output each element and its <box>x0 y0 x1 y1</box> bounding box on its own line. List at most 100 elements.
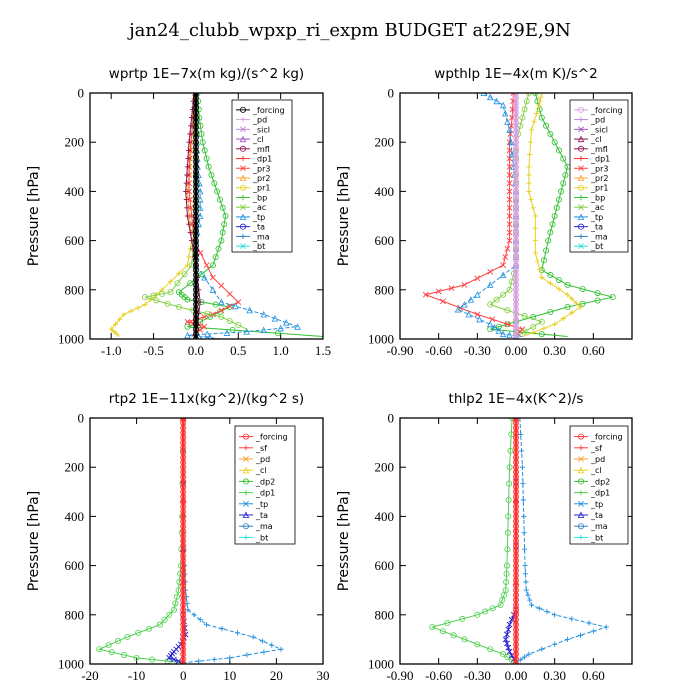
data-point <box>504 307 511 314</box>
legend-label: _ta <box>252 223 265 232</box>
data-point <box>184 331 191 339</box>
legend-label: _mfl <box>590 145 608 154</box>
data-point <box>534 110 540 117</box>
legend-marker <box>239 135 247 143</box>
x-tick-label: -0.30 <box>464 668 491 683</box>
data-point <box>124 633 131 640</box>
data-point <box>201 147 208 154</box>
legend-label: _tp <box>590 213 603 222</box>
y-tick-label: 200 <box>375 135 395 150</box>
data-point <box>536 102 542 108</box>
data-point <box>226 317 233 324</box>
data-point <box>526 651 532 657</box>
data-point <box>491 324 498 331</box>
panel-title: rtp2 1E−11x(kg^2)/(kg^2 s) <box>109 391 304 407</box>
legend-marker <box>577 466 585 474</box>
data-point <box>504 640 510 647</box>
data-point <box>199 139 206 146</box>
data-point <box>523 587 529 593</box>
legend-marker <box>577 135 585 143</box>
data-point <box>167 289 174 296</box>
legend-label: _pr1 <box>590 184 608 193</box>
data-point <box>547 229 554 236</box>
x-tick-label: 0.00 <box>505 668 528 683</box>
data-point <box>196 658 202 664</box>
data-point <box>499 101 507 109</box>
data-point <box>603 624 609 630</box>
legend-marker <box>578 223 585 230</box>
y-tick-label: 1000 <box>368 332 394 347</box>
legend-label: _forcing <box>590 106 623 115</box>
data-point <box>544 608 550 615</box>
y-tick-label: 800 <box>375 282 395 297</box>
series-line-pr1 <box>522 93 582 338</box>
legend-label: _bt <box>590 533 603 542</box>
x-tick-label: 0.30 <box>543 343 566 358</box>
legend-marker <box>578 490 584 496</box>
data-point <box>482 608 489 615</box>
data-point <box>243 328 250 335</box>
data-point <box>521 654 528 660</box>
data-point <box>184 205 190 211</box>
data-point <box>164 300 171 307</box>
data-point <box>209 286 217 293</box>
data-point <box>111 329 117 335</box>
data-point <box>526 188 532 194</box>
legend-marker <box>578 184 585 191</box>
data-point <box>486 93 494 101</box>
legend-marker <box>242 511 250 518</box>
legend-label: _ma <box>255 522 273 531</box>
data-point <box>219 204 226 211</box>
data-point <box>184 172 190 178</box>
data-point <box>133 654 140 661</box>
legend-label: _tp <box>590 500 603 509</box>
data-point <box>108 649 115 656</box>
data-point <box>523 579 529 585</box>
x-tick-label: 0.5 <box>230 343 246 358</box>
data-point <box>218 237 225 244</box>
data-point <box>532 225 538 231</box>
panel-title: thlp2 1E−4x(K^2)/s <box>449 391 584 407</box>
data-point <box>539 274 545 281</box>
x-tick-label: -0.5 <box>143 343 164 358</box>
data-point <box>560 155 567 162</box>
data-point <box>487 301 494 308</box>
legend-marker <box>578 126 584 133</box>
data-point <box>480 93 488 96</box>
x-tick-label: -10 <box>128 668 145 683</box>
legend-marker <box>578 478 585 485</box>
data-point <box>260 326 267 333</box>
data-point <box>269 642 275 648</box>
x-tick-label: -0.90 <box>386 343 413 358</box>
legend-label: _ta <box>255 511 268 520</box>
data-point <box>539 646 545 652</box>
legend-marker <box>578 106 585 113</box>
data-point <box>503 579 510 586</box>
x-tick-label: 20 <box>270 668 283 683</box>
data-point <box>186 139 192 145</box>
data-point <box>429 624 436 631</box>
data-point <box>142 294 149 301</box>
data-point <box>189 106 196 112</box>
legend-marker <box>243 534 249 540</box>
data-point <box>532 238 538 244</box>
data-point <box>175 587 182 594</box>
data-point <box>547 280 553 286</box>
panel-title: wprtp 1E−7x(m kg)/(s^2 kg) <box>109 66 304 82</box>
data-point <box>526 180 532 186</box>
data-point <box>219 229 226 236</box>
data-point <box>556 286 562 292</box>
data-point <box>226 290 233 297</box>
data-point <box>569 310 575 316</box>
legend-label: _ac <box>252 203 266 212</box>
legend-label: _ma <box>590 522 608 531</box>
data-point <box>505 644 512 651</box>
data-point <box>507 138 515 146</box>
data-point <box>543 122 550 129</box>
data-point <box>450 632 457 639</box>
data-point <box>586 620 592 626</box>
data-point <box>203 262 210 269</box>
legend-label: _pr3 <box>590 164 608 173</box>
data-point <box>192 254 199 260</box>
data-point <box>506 464 513 471</box>
